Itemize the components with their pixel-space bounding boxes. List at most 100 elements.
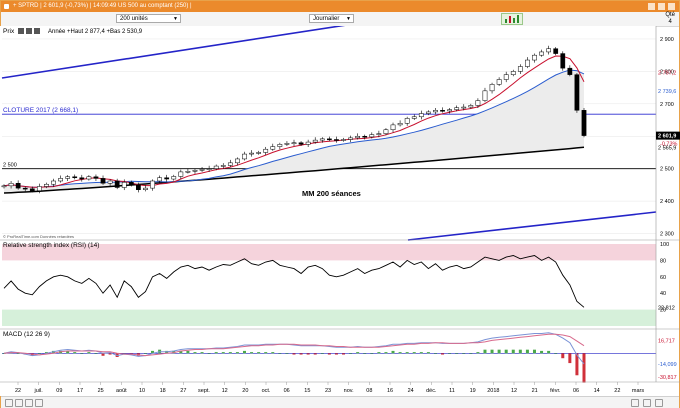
candle [93, 176, 99, 179]
mm200-area [4, 70, 584, 193]
macd-bar [363, 353, 367, 354]
current-price-badge: 2 601,9 [658, 134, 676, 140]
ma-label: 2 797,2 [658, 70, 676, 76]
macd-label: 16,717 [658, 339, 675, 345]
macd-bar [186, 350, 190, 354]
upper-trend-line [1, 26, 346, 79]
price-panel: CLOTURE 2017 (2 668,1) 2 500 Prix Année +… [1, 26, 657, 241]
macd-bar [292, 353, 296, 355]
ma-label: 2 565,9 [658, 145, 676, 151]
macd-bar [532, 349, 536, 354]
x-tick-label: 22 [15, 388, 21, 394]
fullscreen-icon[interactable] [655, 399, 663, 407]
zoom-out-icon[interactable] [5, 399, 13, 407]
close-icon[interactable] [668, 3, 675, 10]
x-tick-label: 2018 [487, 388, 499, 394]
macd-bar [582, 353, 586, 383]
x-tick-label: 09 [56, 388, 62, 394]
chart-area[interactable]: CLOTURE 2017 (2 668,1) 2 500 Prix Année +… [0, 26, 680, 396]
settings-icon[interactable] [18, 28, 24, 34]
candle [206, 168, 212, 170]
candle [369, 134, 375, 138]
x-tick-label: févr. [550, 388, 561, 394]
window-buttons [648, 3, 675, 10]
minimize-icon[interactable] [648, 3, 655, 10]
macd-bar [214, 352, 218, 354]
macd-bar [271, 352, 275, 354]
x-tick-label: 19 [470, 388, 476, 394]
candle [150, 180, 155, 189]
macd-bar [73, 352, 77, 354]
x-tick-label: 22 [614, 388, 620, 394]
zoom-in-icon[interactable] [15, 399, 23, 407]
macd-bar [476, 352, 480, 354]
candle [270, 146, 276, 150]
candle [426, 111, 431, 114]
macd-bar [483, 349, 487, 354]
candle [107, 180, 113, 184]
macd-bar [469, 353, 473, 354]
candle [461, 106, 467, 109]
candle [192, 170, 198, 172]
scroll-left-icon[interactable] [25, 399, 33, 407]
candle [65, 176, 71, 179]
candle [503, 74, 509, 80]
candle [468, 105, 474, 108]
rsi-bands [2, 244, 656, 326]
candle [284, 143, 290, 145]
units-value: 200 unités [120, 16, 148, 22]
candle [305, 141, 311, 145]
candle [298, 142, 304, 145]
maximize-icon[interactable] [658, 3, 665, 10]
macd-bar [327, 353, 331, 355]
candle [390, 124, 396, 131]
print-icon[interactable] [643, 399, 651, 407]
candle [397, 123, 403, 126]
macd-bar [207, 353, 211, 354]
x-tick-label: 06 [284, 388, 290, 394]
candle [326, 138, 332, 141]
scroll-right-icon[interactable] [35, 399, 43, 407]
candle [51, 180, 56, 185]
chart-type-icon[interactable] [501, 13, 523, 25]
eye-icon[interactable] [26, 28, 32, 34]
macd-bar [320, 353, 324, 354]
candle [157, 177, 162, 182]
rsi-tick-label: 20 [660, 308, 666, 314]
toolbar: 200 unités ▼ Journalier ▼ Qté 4 [1, 12, 679, 27]
x-tick-label: 24 [408, 388, 414, 394]
macd-bar [108, 353, 112, 355]
candle [496, 79, 502, 85]
macd-bar [405, 352, 409, 354]
candle [213, 165, 219, 169]
quantity-box[interactable]: Qté 4 [665, 12, 675, 26]
close-icon[interactable] [34, 28, 40, 34]
candle [482, 90, 488, 101]
macd-bar [179, 350, 183, 354]
x-tick-label: 12 [222, 388, 228, 394]
x-tick-label: 16 [387, 388, 393, 394]
period-select[interactable]: Journalier ▼ [309, 14, 354, 23]
macd-bar [547, 350, 551, 354]
macd-bar [356, 352, 360, 354]
macd-bar [370, 353, 374, 354]
candle [199, 169, 205, 171]
macd-bar [448, 353, 452, 354]
candle [383, 129, 389, 134]
candle [58, 178, 63, 182]
candle [341, 139, 346, 141]
title-bar: + SPTRD | 2 601,9 (-0,73%) | 14:09:49 US… [1, 1, 679, 12]
macd-bar [87, 352, 91, 354]
macd-bar [334, 353, 338, 355]
candle [29, 188, 35, 191]
bar-chart-icon [505, 15, 519, 23]
candle [86, 176, 92, 180]
macd-bar [80, 353, 84, 354]
units-select[interactable]: 200 unités ▼ [116, 14, 181, 23]
macd-bar [200, 352, 204, 354]
x-tick-label: nov. [344, 388, 354, 394]
chevron-down-icon: ▼ [346, 16, 351, 22]
settings-icon[interactable] [631, 399, 639, 407]
copyright: © ProRealTime.com Données retardées [3, 234, 74, 239]
candle [348, 137, 353, 140]
